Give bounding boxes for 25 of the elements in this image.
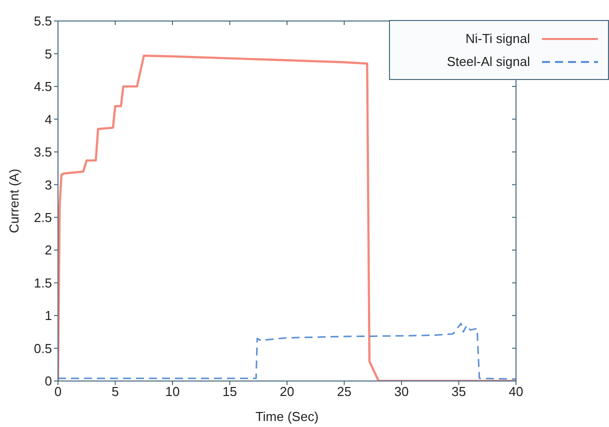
y-tick-label: 5.5 (34, 14, 52, 29)
y-tick-label: 1.5 (34, 275, 52, 290)
y-axis-title: Current (A) (6, 168, 22, 234)
x-tick-label: 10 (165, 384, 180, 400)
x-tick-label: 30 (394, 384, 409, 400)
x-tick-label: 40 (508, 384, 524, 400)
y-tick-label: 3 (44, 177, 52, 192)
legend-label: Ni-Ti signal (465, 31, 530, 46)
legend-label: Steel-Al signal (446, 54, 530, 69)
y-tick-label: 4.5 (34, 79, 52, 94)
y-tick-label: 2.5 (34, 210, 52, 225)
y-tick-label: 4 (44, 112, 52, 127)
y-tick-label: 0.5 (34, 340, 52, 356)
y-tick-label: 0 (44, 374, 52, 389)
x-tick-label: 5 (112, 384, 119, 400)
x-tick-label: 15 (222, 384, 237, 400)
y-tick-label: 5 (44, 46, 52, 62)
x-tick-label: 35 (452, 384, 466, 400)
x-tick-label: 0 (54, 384, 62, 400)
x-axis-title: Time (Sec) (255, 409, 319, 424)
y-tick-label: 2 (44, 242, 52, 258)
y-tick-label: 3.5 (34, 144, 52, 160)
x-tick-label: 20 (280, 384, 294, 400)
y-tick-label: 1 (44, 308, 52, 324)
x-tick-label: 25 (337, 384, 352, 400)
